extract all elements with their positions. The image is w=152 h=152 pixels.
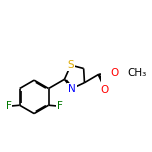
Text: N: N — [68, 84, 76, 93]
Text: F: F — [5, 101, 11, 111]
Text: S: S — [67, 60, 74, 70]
Text: CH₃: CH₃ — [127, 68, 147, 78]
Text: O: O — [100, 85, 109, 95]
Text: F: F — [57, 101, 63, 111]
Text: O: O — [111, 68, 119, 78]
